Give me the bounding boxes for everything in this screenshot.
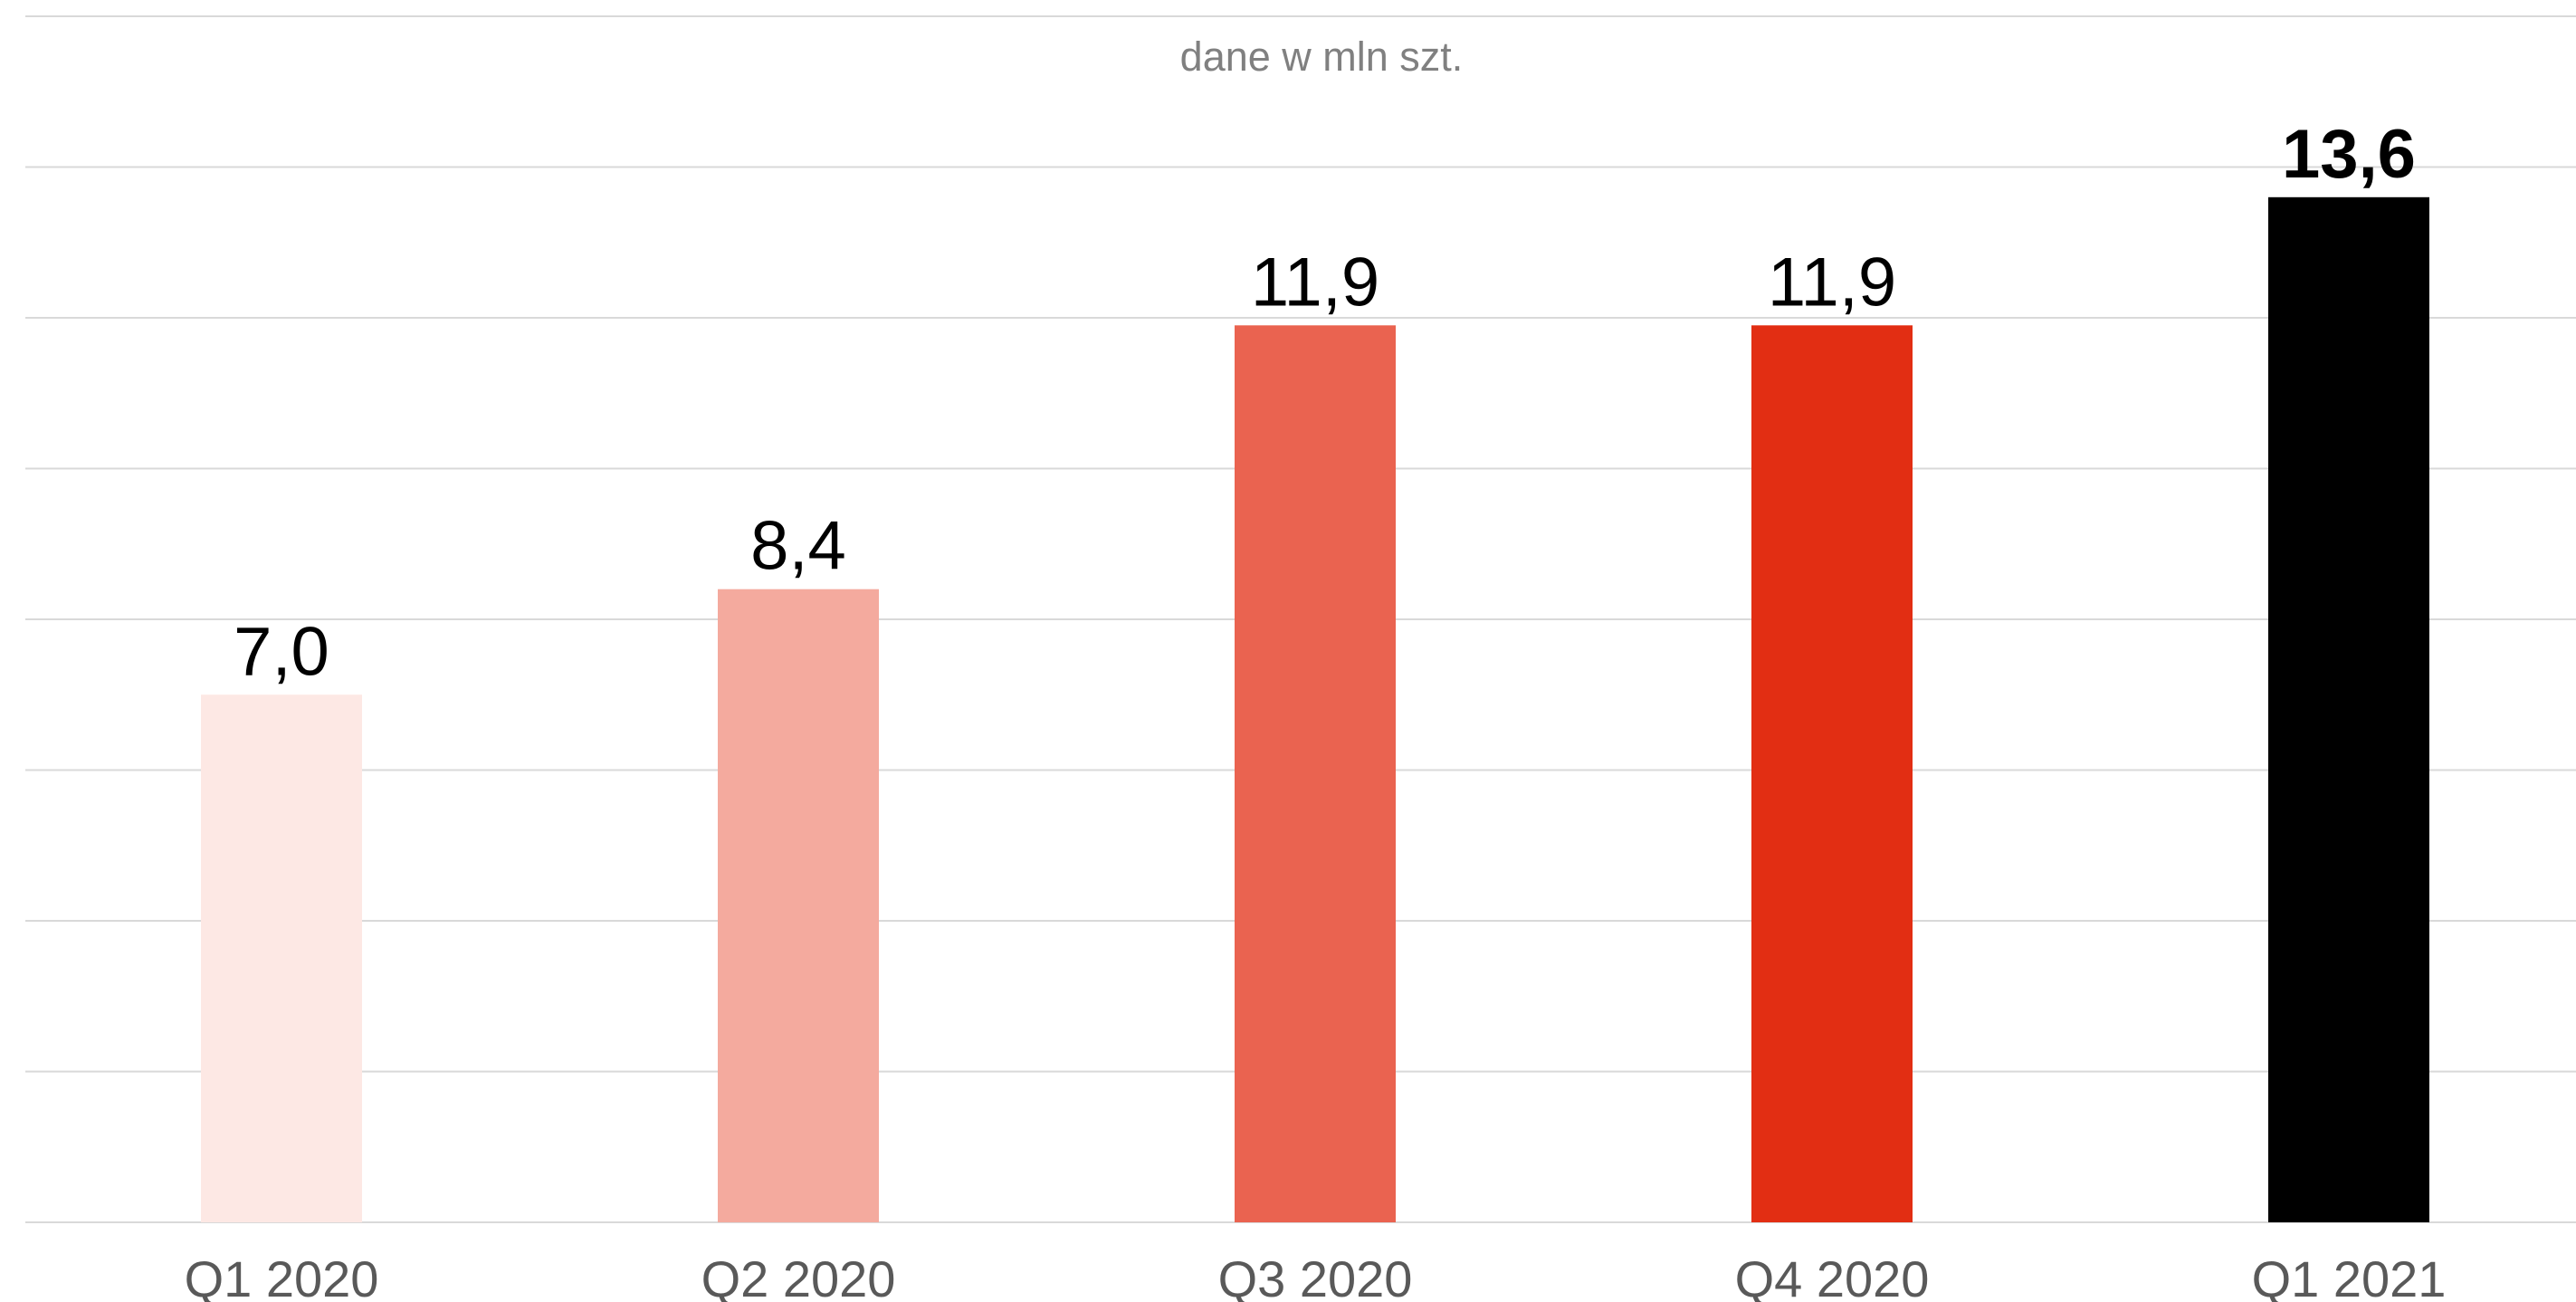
value-labels: 7,0 8,4 11,9 11,9 13,6 [234, 116, 2416, 690]
value-label: 8,4 [750, 508, 846, 585]
value-label: 11,9 [1251, 244, 1379, 321]
x-tick-label: Q2 2020 [701, 1250, 896, 1302]
value-label: 7,0 [234, 613, 329, 690]
value-label: 13,6 [2282, 116, 2416, 193]
x-tick-label: Q1 2020 [185, 1250, 379, 1302]
x-axis-tick-labels: Q1 2020 Q2 2020 Q3 2020 Q4 2020 Q1 2021 [185, 1250, 2447, 1302]
bar-q2-2020 [718, 589, 879, 1222]
bar-q1-2021 [2268, 196, 2429, 1222]
x-tick-label: Q3 2020 [1218, 1250, 1413, 1302]
x-tick-label: Q1 2021 [2252, 1250, 2447, 1302]
value-label: 11,9 [1768, 244, 1896, 321]
chart-subtitle: dane w mln szt. [1180, 34, 1464, 80]
bar-q3-2020 [1235, 325, 1396, 1222]
bar-q1-2020 [201, 694, 362, 1222]
x-tick-label: Q4 2020 [1735, 1250, 1930, 1302]
bars [201, 196, 2429, 1222]
bar-q4-2020 [1751, 325, 1913, 1222]
